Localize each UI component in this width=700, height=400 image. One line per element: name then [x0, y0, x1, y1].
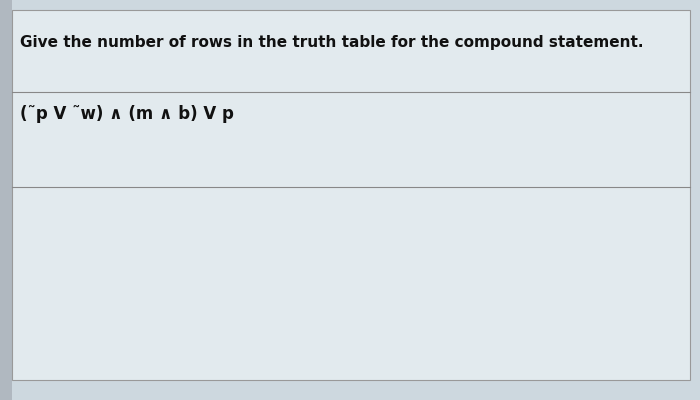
- Text: 5: 5: [14, 358, 24, 372]
- Bar: [369, 205, 385, 225]
- Text: (˜p V ˜w) ∧ (m ∧ b) V p: (˜p V ˜w) ∧ (m ∧ b) V p: [20, 105, 234, 123]
- Text: Give the number of rows in the truth table for the compound statement.: Give the number of rows in the truth tab…: [20, 35, 643, 50]
- Text: The number of rows in the truth table is: The number of rows in the truth table is: [20, 208, 365, 222]
- Text: . (Simplify your answer.): . (Simplify your answer.): [389, 208, 598, 222]
